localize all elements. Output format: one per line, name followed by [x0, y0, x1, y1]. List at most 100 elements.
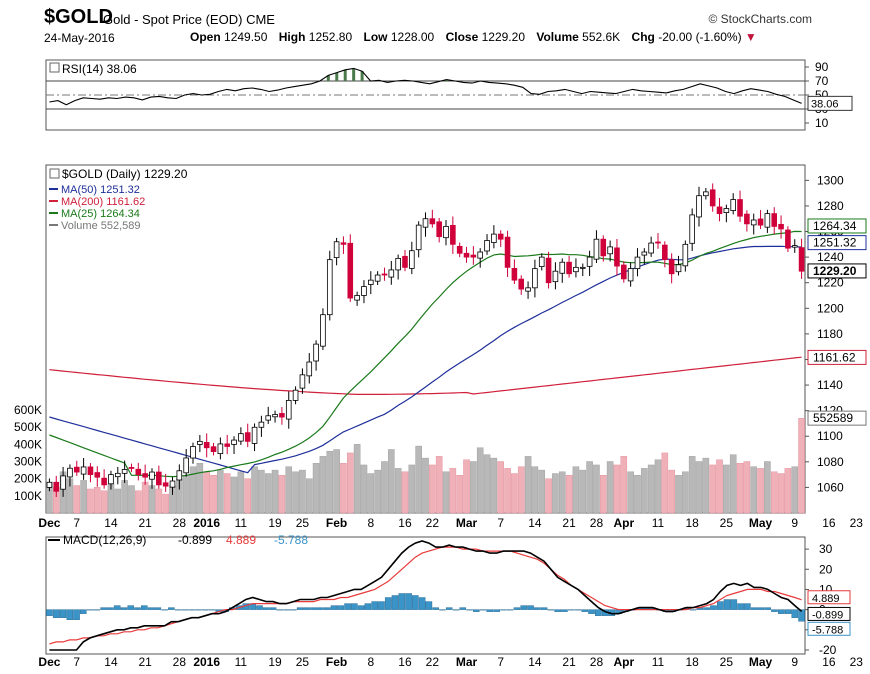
- volume-bar: [189, 466, 197, 514]
- candle-body: [326, 259, 333, 316]
- candle-body: [156, 471, 162, 486]
- last-value-label-3: 1161.62: [813, 350, 856, 364]
- candle-body: [634, 256, 641, 270]
- candle-body: [750, 219, 757, 226]
- volume-bar: [702, 457, 710, 514]
- macd-histogram-bar: [310, 607, 317, 610]
- macd-x-tick-8: 25: [296, 655, 310, 669]
- volume-bar: [661, 452, 669, 514]
- candle-body: [73, 466, 80, 473]
- macd-x-tick-15: 14: [528, 655, 542, 669]
- candle-body: [279, 413, 285, 418]
- macd-histogram-bar: [527, 605, 534, 610]
- price-y-tick-8: 1140: [817, 378, 843, 392]
- candle-body: [422, 218, 429, 228]
- volume-bar: [326, 451, 334, 514]
- candle-body: [463, 252, 470, 258]
- macd-histogram-bar: [554, 609, 561, 612]
- candle-body: [388, 269, 395, 278]
- rsi-line: [49, 67, 802, 106]
- price-panel: 600K500K400K300K200K100K1300128012601240…: [14, 164, 867, 530]
- price-x-tick-3: 21: [138, 516, 152, 530]
- volume-bar: [627, 471, 634, 514]
- candle-body: [190, 446, 196, 459]
- price-x-tick-9: Feb: [326, 516, 347, 530]
- macd-histogram-bar: [493, 609, 500, 612]
- price-checkbox-icon: [49, 168, 60, 179]
- macd-histogram-bar: [147, 607, 155, 610]
- candle-body: [607, 246, 613, 255]
- macd-histogram-bar: [513, 607, 521, 610]
- candle-body: [456, 245, 463, 254]
- macd-histogram-bar: [378, 601, 385, 610]
- candle-body: [675, 264, 682, 273]
- price-title: $GOLD (Daily) 1229.20: [62, 167, 188, 181]
- price-x-tick-23: 9: [791, 516, 798, 530]
- macd-histogram-bar: [439, 609, 446, 611]
- macd-last-box-1: [807, 606, 851, 621]
- candle-body: [374, 274, 381, 282]
- candle-body: [723, 208, 730, 213]
- price-x-tick-14: 7: [497, 516, 504, 530]
- macd-histogram-bar: [344, 603, 351, 610]
- candle-body: [627, 268, 634, 282]
- volume-bar: [73, 485, 81, 514]
- candle-body: [231, 439, 237, 445]
- macd-frame: [45, 536, 806, 655]
- candle-body: [798, 247, 805, 272]
- candle-body: [744, 213, 750, 225]
- candle-body: [709, 189, 716, 207]
- volume-bar: [162, 493, 169, 514]
- volume-bar: [456, 475, 463, 514]
- high-label: High: [278, 30, 306, 44]
- volume-bar: [586, 461, 593, 514]
- candle-body: [67, 467, 73, 478]
- open-label: Open: [190, 30, 221, 44]
- volume-bar: [381, 461, 388, 514]
- volume-bar: [94, 487, 101, 514]
- legend-label-3: Volume 552,589: [61, 220, 141, 232]
- volume-bar: [114, 488, 122, 514]
- candle-body: [409, 250, 415, 269]
- volume-bar: [504, 468, 511, 514]
- macd-histogram-bar: [323, 607, 331, 610]
- macd-last-label-2: -5.788: [812, 624, 843, 636]
- macd-histogram-bar: [730, 599, 738, 610]
- volume-bar: [497, 461, 504, 514]
- volume-bar: [353, 444, 361, 514]
- macd-x-tick-0: Dec: [38, 655, 60, 669]
- volume-bar: [470, 461, 477, 514]
- candle-body: [662, 244, 668, 261]
- candle-body: [197, 440, 203, 445]
- candle-body: [169, 480, 176, 488]
- macd-histogram-bar: [506, 609, 514, 611]
- legend-label-2: MA(25) 1264.34: [61, 208, 140, 220]
- volume-bar: [305, 478, 313, 514]
- macd-x-tick-10: 8: [367, 655, 374, 669]
- candle-body: [313, 343, 319, 362]
- price-x-tick-12: 22: [426, 516, 440, 530]
- macd-histogram-bar: [141, 605, 148, 610]
- candle-body: [217, 443, 224, 455]
- price-x-tick-20: 18: [685, 516, 699, 530]
- macd-histogram-bar: [371, 601, 378, 610]
- candle-body: [347, 242, 354, 299]
- macd-histogram-bar: [52, 609, 60, 618]
- macd-x-tick-19: 11: [652, 655, 665, 669]
- candle-body: [299, 374, 306, 389]
- candle-body: [566, 261, 572, 275]
- macd-histogram-bar: [547, 609, 555, 611]
- credit-text: © StockCharts.com: [708, 12, 812, 26]
- volume-bar: [709, 464, 716, 514]
- volume-bar: [244, 478, 251, 514]
- candle-body: [402, 255, 408, 268]
- macd-histogram-bar: [561, 609, 568, 612]
- volume-bar: [360, 464, 368, 514]
- candle-body: [176, 470, 183, 481]
- volume-bar: [524, 456, 532, 514]
- macd-histogram-bar: [405, 593, 412, 610]
- price-y-tick-10: 1100: [817, 429, 843, 443]
- macd-x-tick-13: Mar: [456, 655, 478, 669]
- macd-histogram-bar: [784, 609, 792, 614]
- candle-body: [101, 477, 107, 486]
